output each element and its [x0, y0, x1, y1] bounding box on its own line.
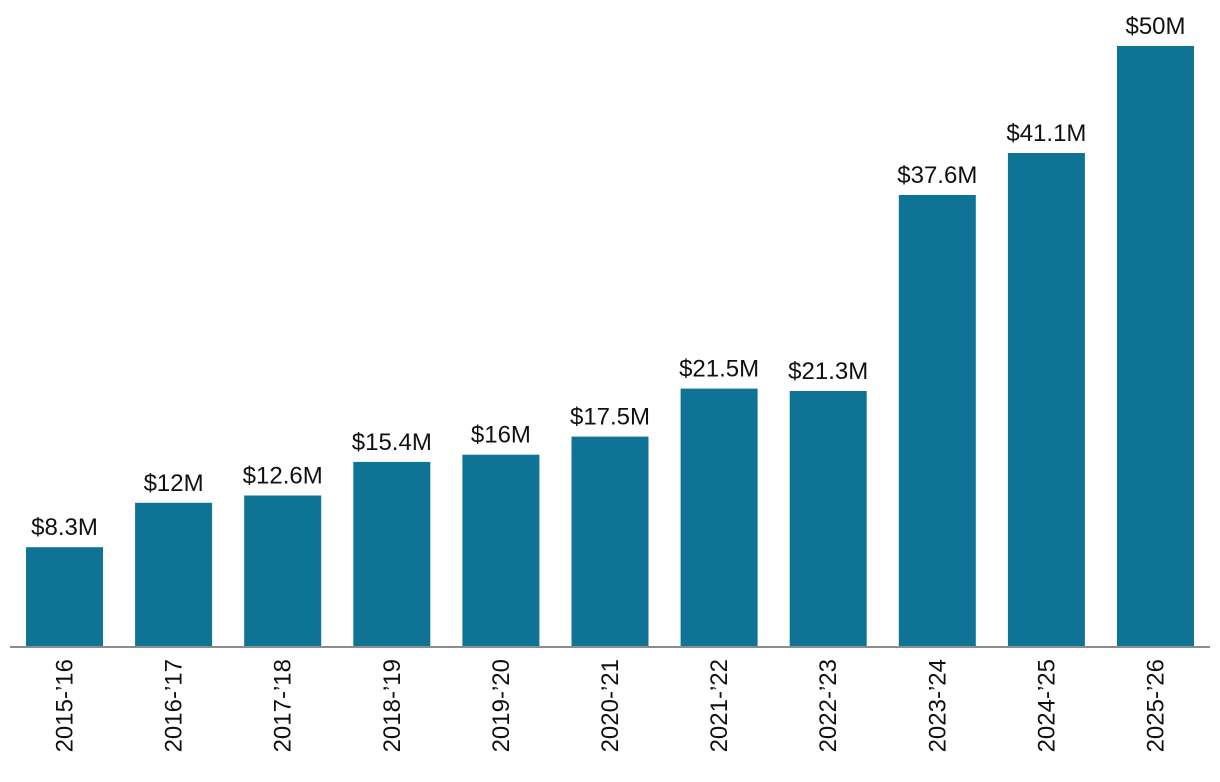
x-tick-label-5: 2020-’21 — [597, 659, 624, 752]
x-tick-label-6: 2021-’22 — [706, 659, 733, 752]
bar-6 — [680, 388, 758, 647]
value-label-5: $17.5M — [570, 404, 650, 431]
x-tick-label-7: 2022-’23 — [815, 659, 842, 752]
bar-0 — [26, 547, 103, 647]
value-labels-layer: $8.3M $12M $12.6M $15.4M $16M $17.5M $21.5M $21… — [31, 13, 1185, 541]
value-label-10: $50M — [1125, 13, 1185, 40]
value-label-9: $41.1M — [1006, 120, 1086, 147]
value-label-6: $21.5M — [679, 356, 759, 383]
x-tick-label-2: 2017-’18 — [270, 659, 297, 752]
bar-3 — [353, 461, 431, 647]
x-tick-label-3: 2018-’19 — [379, 659, 406, 752]
bar-2 — [244, 495, 322, 647]
bar-8 — [898, 195, 976, 647]
value-label-0: $8.3M — [31, 514, 98, 541]
value-label-1: $12M — [144, 470, 204, 497]
bars-layer — [26, 46, 1194, 647]
x-tick-label-0: 2015-’16 — [52, 659, 79, 752]
value-label-3: $15.4M — [352, 429, 432, 456]
bar-9 — [1007, 153, 1085, 647]
value-label-8: $37.6M — [897, 162, 977, 189]
value-label-2: $12.6M — [243, 463, 323, 490]
value-label-4: $16M — [471, 422, 531, 449]
bar-5 — [571, 436, 649, 647]
x-tick-label-10: 2025-’26 — [1143, 659, 1170, 752]
bar-7 — [789, 391, 867, 647]
bar-1 — [135, 502, 213, 647]
x-tick-label-1: 2016-’17 — [161, 659, 188, 752]
x-tick-label-8: 2023-’24 — [924, 659, 951, 752]
tick-labels-layer: 2015-’16 2016-’17 2017-’18 2018-’19 2019-’20… — [52, 659, 1170, 752]
x-tick-label-9: 2024-’25 — [1033, 659, 1060, 752]
bar-10 — [1117, 46, 1194, 647]
value-label-7: $21.3M — [788, 358, 868, 385]
bar-4 — [462, 454, 540, 647]
x-tick-label-4: 2019-’20 — [488, 659, 515, 752]
